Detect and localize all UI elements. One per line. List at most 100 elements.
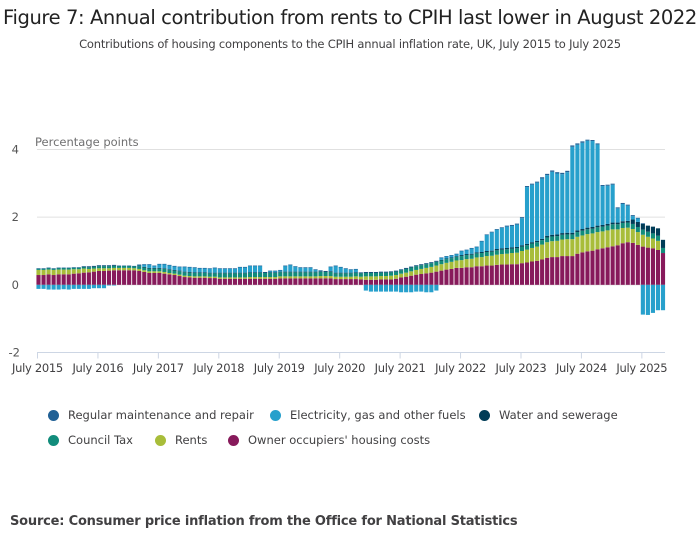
bar-segment[interactable] bbox=[409, 271, 414, 276]
bar-segment[interactable] bbox=[343, 276, 348, 280]
bar-segment[interactable] bbox=[142, 270, 147, 272]
bar-segment[interactable] bbox=[172, 275, 177, 285]
bar-segment[interactable] bbox=[489, 231, 494, 233]
legend-item-council-tax[interactable]: Council Tax bbox=[48, 433, 133, 447]
bar-segment[interactable] bbox=[504, 253, 509, 265]
bar-segment[interactable] bbox=[217, 272, 222, 274]
bar-segment[interactable] bbox=[242, 277, 248, 279]
bar-segment[interactable] bbox=[605, 230, 610, 248]
bar-segment[interactable] bbox=[147, 264, 152, 268]
bar-segment[interactable] bbox=[469, 267, 474, 285]
bar-segment[interactable] bbox=[137, 264, 142, 266]
bar-segment[interactable] bbox=[394, 278, 399, 285]
bar-segment[interactable] bbox=[293, 278, 298, 285]
bar-segment[interactable] bbox=[237, 266, 243, 268]
bar-segment[interactable] bbox=[197, 268, 202, 273]
bar-segment[interactable] bbox=[152, 271, 157, 273]
bar-segment[interactable] bbox=[46, 267, 51, 269]
bar-segment[interactable] bbox=[202, 267, 207, 269]
bar-segment[interactable] bbox=[605, 225, 610, 231]
bar-segment[interactable] bbox=[36, 275, 41, 285]
bar-segment[interactable] bbox=[585, 140, 590, 228]
bar-segment[interactable] bbox=[197, 267, 202, 269]
bar-segment[interactable] bbox=[343, 272, 348, 274]
bar-segment[interactable] bbox=[509, 264, 514, 285]
bar-segment[interactable] bbox=[575, 236, 580, 254]
bar-segment[interactable] bbox=[454, 256, 459, 257]
bar-segment[interactable] bbox=[550, 234, 555, 237]
bar-segment[interactable] bbox=[328, 271, 333, 277]
bar-segment[interactable] bbox=[635, 226, 640, 233]
bar-segment[interactable] bbox=[227, 268, 232, 273]
bar-segment[interactable] bbox=[328, 266, 333, 268]
bar-segment[interactable] bbox=[278, 269, 283, 271]
bar-segment[interactable] bbox=[439, 257, 444, 260]
bar-segment[interactable] bbox=[212, 273, 217, 277]
bar-segment[interactable] bbox=[580, 229, 585, 231]
bar-segment[interactable] bbox=[298, 276, 303, 279]
bar-segment[interactable] bbox=[162, 271, 167, 274]
bar-segment[interactable] bbox=[81, 266, 86, 267]
bar-segment[interactable] bbox=[394, 270, 399, 272]
bar-segment[interactable] bbox=[258, 265, 263, 267]
bar-segment[interactable] bbox=[318, 276, 323, 279]
bar-segment[interactable] bbox=[635, 232, 640, 245]
bar-segment[interactable] bbox=[157, 272, 162, 285]
bar-segment[interactable] bbox=[645, 231, 650, 237]
bar-segment[interactable] bbox=[242, 267, 248, 273]
bar-segment[interactable] bbox=[207, 268, 212, 273]
bar-segment[interactable] bbox=[117, 265, 122, 268]
bar-segment[interactable] bbox=[514, 224, 520, 247]
bar-segment[interactable] bbox=[615, 208, 620, 223]
bar-segment[interactable] bbox=[177, 266, 182, 271]
bar-segment[interactable] bbox=[429, 272, 434, 285]
bar-segment[interactable] bbox=[404, 268, 409, 273]
bar-segment[interactable] bbox=[222, 272, 227, 274]
bar-segment[interactable] bbox=[399, 270, 404, 274]
bar-segment[interactable] bbox=[655, 284, 661, 311]
bar-segment[interactable] bbox=[595, 225, 600, 228]
legend-item-owner-occupiers[interactable]: Owner occupiers' housing costs bbox=[228, 433, 430, 447]
bar-segment[interactable] bbox=[494, 254, 499, 265]
bar-segment[interactable] bbox=[157, 263, 162, 265]
bar-segment[interactable] bbox=[640, 234, 645, 247]
bar-segment[interactable] bbox=[650, 233, 655, 239]
bar-segment[interactable] bbox=[318, 271, 323, 277]
bar-segment[interactable] bbox=[519, 246, 525, 251]
bar-segment[interactable] bbox=[640, 246, 645, 285]
bar-segment[interactable] bbox=[147, 272, 152, 285]
bar-segment[interactable] bbox=[242, 278, 248, 285]
bar-segment[interactable] bbox=[484, 234, 489, 236]
bar-segment[interactable] bbox=[590, 228, 595, 234]
bar-segment[interactable] bbox=[288, 271, 293, 273]
bar-segment[interactable] bbox=[333, 279, 338, 285]
bar-segment[interactable] bbox=[273, 277, 278, 279]
bar-segment[interactable] bbox=[308, 267, 313, 268]
bar-segment[interactable] bbox=[132, 265, 137, 267]
bar-segment[interactable] bbox=[545, 237, 550, 243]
bar-segment[interactable] bbox=[474, 252, 479, 254]
bar-segment[interactable] bbox=[484, 234, 489, 251]
bar-segment[interactable] bbox=[409, 284, 414, 293]
bar-segment[interactable] bbox=[207, 278, 212, 285]
bar-segment[interactable] bbox=[414, 284, 419, 292]
bar-segment[interactable] bbox=[298, 272, 303, 277]
bar-segment[interactable] bbox=[96, 270, 102, 285]
bar-segment[interactable] bbox=[585, 234, 590, 252]
bar-segment[interactable] bbox=[409, 266, 414, 268]
bar-segment[interactable] bbox=[620, 203, 625, 222]
bar-segment[interactable] bbox=[388, 271, 394, 273]
bar-segment[interactable] bbox=[338, 272, 343, 274]
bar-segment[interactable] bbox=[333, 276, 338, 280]
bar-segment[interactable] bbox=[545, 242, 550, 258]
bar-segment[interactable] bbox=[167, 264, 172, 266]
bar-segment[interactable] bbox=[343, 279, 348, 285]
bar-segment[interactable] bbox=[66, 267, 71, 270]
bar-segment[interactable] bbox=[545, 173, 550, 176]
bar-segment[interactable] bbox=[253, 277, 258, 279]
bar-segment[interactable] bbox=[197, 272, 202, 273]
bar-segment[interactable] bbox=[509, 247, 514, 249]
bar-segment[interactable] bbox=[298, 267, 303, 272]
bar-segment[interactable] bbox=[91, 271, 96, 285]
bar-segment[interactable] bbox=[177, 266, 182, 268]
